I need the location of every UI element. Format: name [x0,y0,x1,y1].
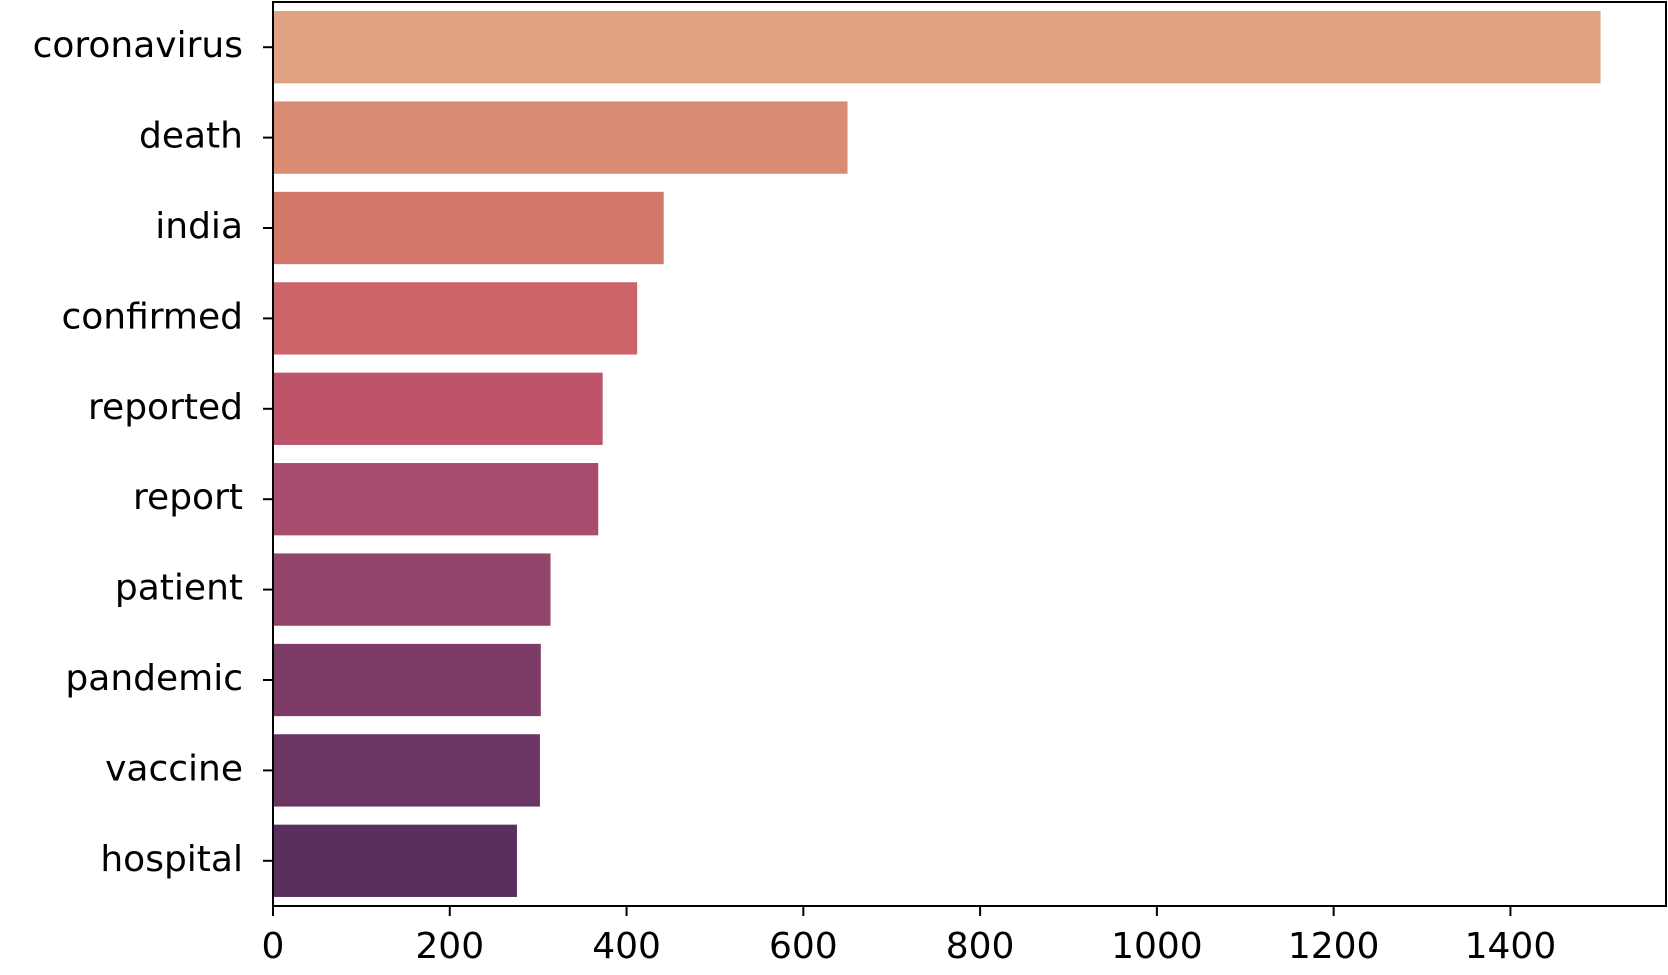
bar [273,643,541,717]
x-tick-label: 1000 [1111,926,1203,967]
x-tick-label: 200 [415,926,484,967]
bar [273,824,517,897]
x-tick-label: 800 [946,926,1015,967]
bar [273,282,638,355]
bar [273,191,664,265]
bar [273,463,599,536]
axes-frame [272,1,1667,907]
bar [273,101,848,174]
bar [273,734,540,807]
y-tick-label: reported [88,387,243,428]
y-tick-label: coronavirus [33,25,243,66]
y-tick-label: vaccine [105,748,243,789]
y-tick-label: patient [115,568,243,609]
y-tick-label: pandemic [65,658,243,699]
y-tick-label: death [139,116,243,157]
bar [273,372,603,445]
y-tick-label: confirmed [61,296,243,337]
y-tick-label: hospital [100,839,243,880]
x-tick-label: 600 [769,926,838,967]
x-tick-label: 1400 [1465,926,1557,967]
bar [273,11,1601,84]
bar [273,553,551,626]
y-tick-label: report [133,477,243,518]
x-tick-label: 400 [592,926,661,967]
x-tick-label: 1200 [1288,926,1380,967]
y-tick-label: india [155,206,243,247]
x-tick-label: 0 [262,926,285,967]
